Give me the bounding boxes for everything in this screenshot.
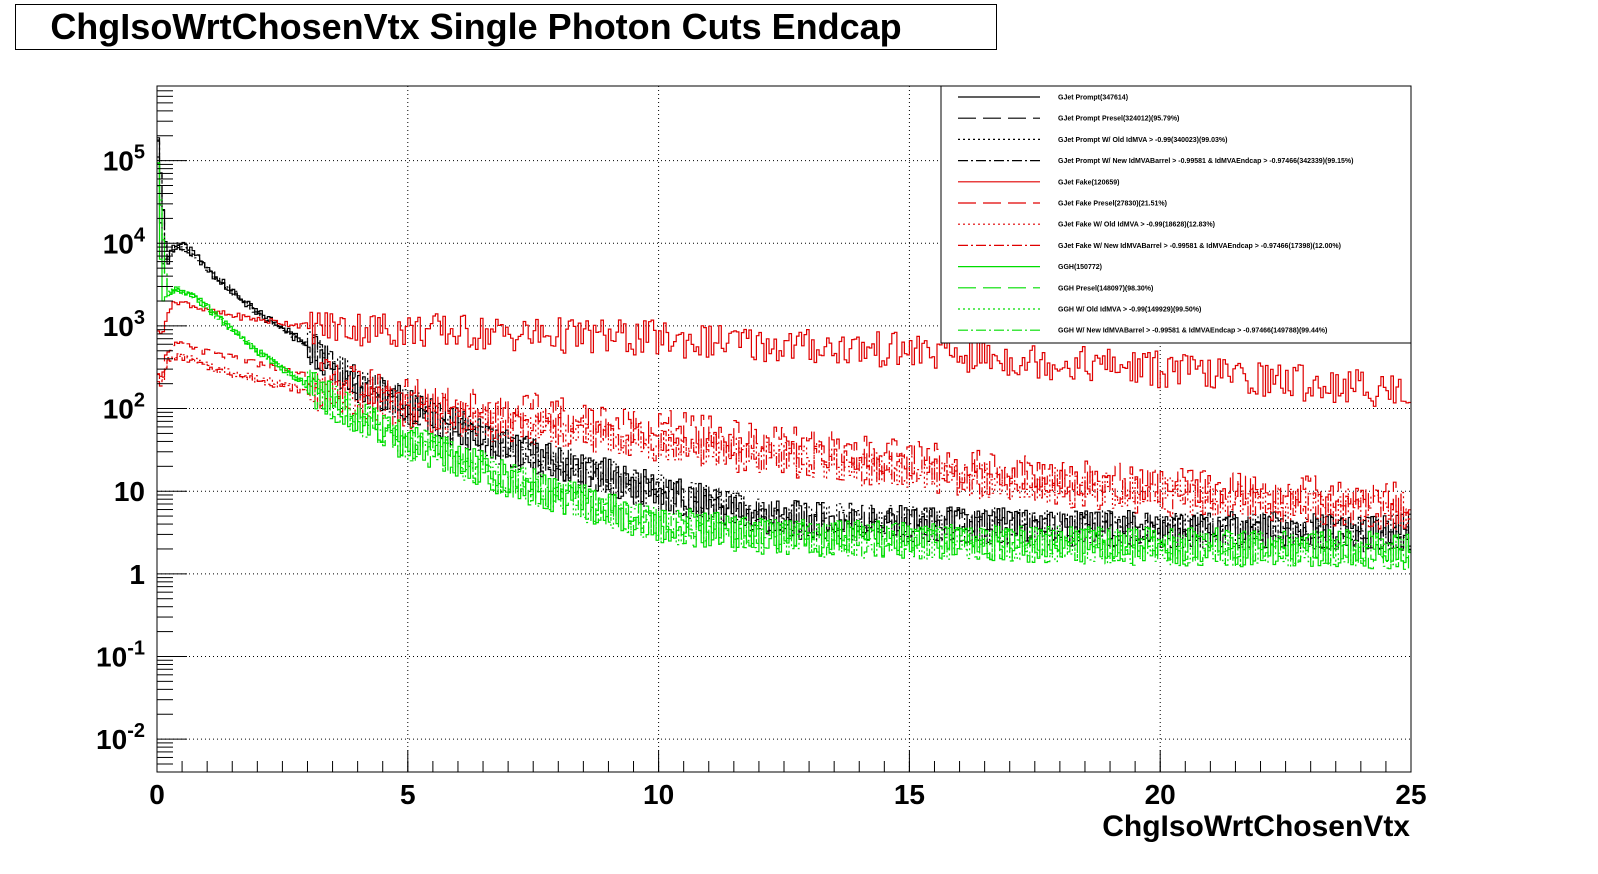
- series-line-3: [157, 139, 1411, 552]
- y-tick-label: 105: [103, 142, 145, 177]
- legend-entry-2: GJet Prompt Presel(324012)(95.79%): [1058, 116, 1179, 123]
- x-tick-label: 15: [894, 779, 925, 810]
- chart-title: ChgIsoWrtChosenVtx Single Photon Cuts En…: [50, 6, 902, 47]
- legend-entry-1: GJet Prompt(347614): [1058, 95, 1128, 102]
- axes-layer: 0 5 10 15 20 25 10-2 10-1 1 10 102 103 104 105: [96, 85, 1427, 810]
- legend-entry-5: GJet Fake(120659): [1058, 179, 1119, 186]
- series-line-5: [157, 301, 1411, 407]
- y-tick-label: 10: [114, 476, 145, 507]
- series-line-11: [157, 162, 1411, 568]
- legend-box: [940, 85, 1412, 344]
- x-axis-title: ChgIsoWrtChosenVtx: [1102, 810, 1410, 843]
- y-tick-label: 102: [103, 390, 145, 425]
- legend-entry-3: GJet Prompt W/ Old IdMVA > -0.99(340023)…: [1058, 137, 1227, 144]
- y-tick-label: 10-2: [96, 720, 145, 755]
- legend-entry-12: GGH W/ New IdMVABarrel > -0.99581 & IdMV…: [1058, 328, 1327, 335]
- legend-entry-10: GGH Presel(148097)(98.30%): [1058, 285, 1153, 292]
- y-tick-label: 104: [103, 224, 146, 259]
- legend-entry-7: GJet Fake W/ Old IdMVA > -0.99(18628)(12…: [1058, 222, 1215, 229]
- x-tick-label: 0: [149, 779, 165, 810]
- x-tick-label: 10: [643, 779, 674, 810]
- title-box: ChgIsoWrtChosenVtx Single Photon Cuts En…: [15, 4, 997, 50]
- series-line-6: [157, 341, 1411, 518]
- legend-entry-8: GJet Fake W/ New IdMVABarrel > -0.99581 …: [1058, 243, 1341, 250]
- legend-entry-4: GJet Prompt W/ New IdMVABarrel > -0.9958…: [1058, 158, 1353, 165]
- series-line-4: [157, 137, 1411, 552]
- series-line-8: [157, 353, 1411, 531]
- series-layer: [157, 137, 1411, 570]
- x-tick-label: 25: [1395, 779, 1426, 810]
- y-tick-label: 103: [103, 307, 145, 342]
- y-tick-label: 10-1: [96, 637, 145, 672]
- legend: GJet Prompt(347614) GJet Prompt Presel(32…: [940, 85, 1412, 344]
- legend-entry-6: GJet Fake Presel(27830)(21.51%): [1058, 201, 1167, 208]
- legend-entry-9: GGH(150772): [1058, 264, 1102, 271]
- series-line-9: [157, 185, 1411, 567]
- series-line-12: [157, 162, 1411, 570]
- x-tick-label: 5: [400, 779, 416, 810]
- legend-entry-11: GGH W/ Old IdMVA > -0.99(149929)(99.50%): [1058, 307, 1201, 314]
- plot-frame: [156, 85, 1412, 773]
- y-tick-label: 1: [129, 559, 145, 590]
- x-tick-label: 20: [1145, 779, 1176, 810]
